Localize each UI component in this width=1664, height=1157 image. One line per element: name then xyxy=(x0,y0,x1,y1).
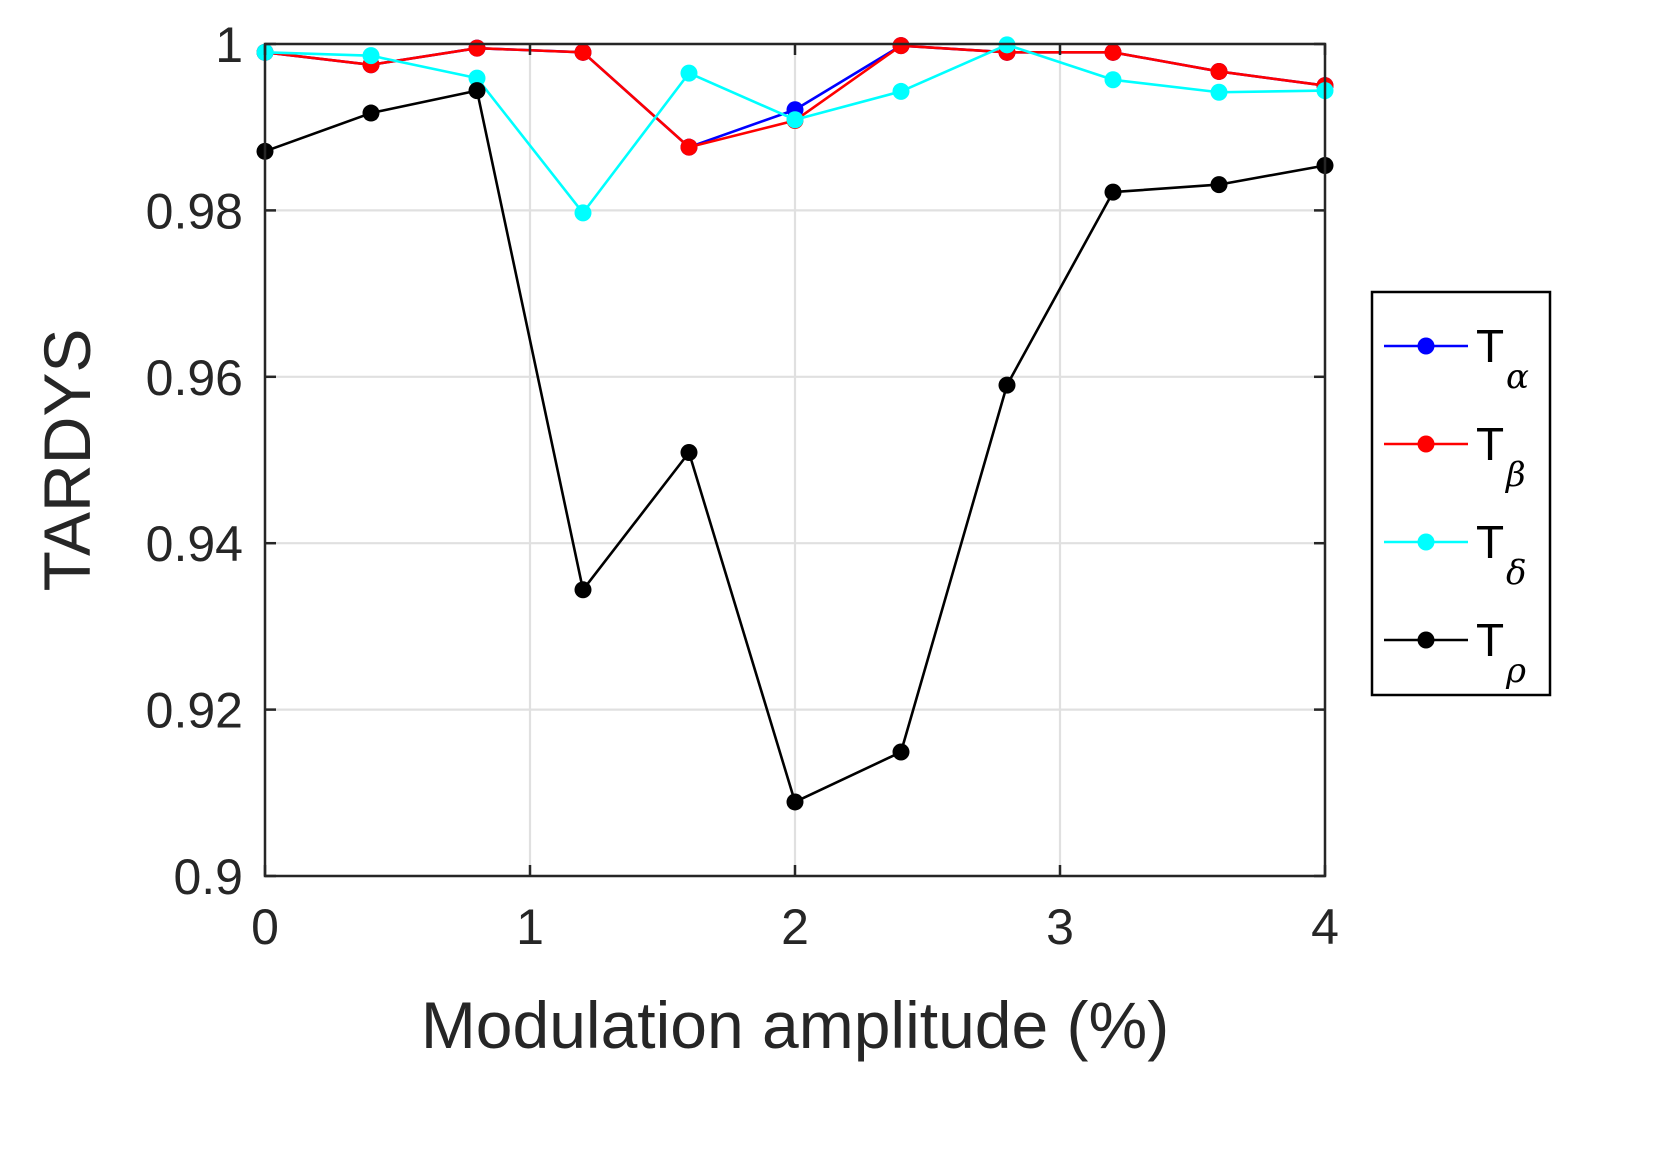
tick-labels: 0 1 2 3 4 0.9 0.92 0.94 0.96 0.98 1 xyxy=(146,17,1339,955)
data-point xyxy=(786,793,804,811)
y-tick-label: 0.94 xyxy=(146,516,243,572)
legend-item: Tα xyxy=(1384,320,1529,397)
data-point xyxy=(1104,71,1122,89)
data-point xyxy=(468,82,486,100)
data-point xyxy=(1104,183,1122,201)
data-point xyxy=(362,104,380,122)
data-point xyxy=(362,47,380,65)
y-axis-label: TARDYS xyxy=(30,329,104,592)
data-point xyxy=(892,743,910,761)
data-point xyxy=(574,204,592,222)
data-point xyxy=(468,69,486,87)
x-tick-label: 4 xyxy=(1311,899,1339,955)
y-tick-label: 0.92 xyxy=(146,683,243,739)
data-point xyxy=(1210,176,1228,194)
x-axis-label: Modulation amplitude (%) xyxy=(421,988,1169,1062)
legend-subscript: ρ xyxy=(1505,651,1526,691)
x-tick-label: 1 xyxy=(516,899,544,955)
legend-marker xyxy=(1417,435,1435,453)
x-tick-label: 2 xyxy=(781,899,809,955)
legend-subscript: β xyxy=(1504,455,1526,495)
data-point xyxy=(892,82,910,100)
data-point xyxy=(998,376,1016,394)
data-point xyxy=(468,39,486,57)
legend-label: T xyxy=(1476,516,1504,568)
y-tick-label: 0.96 xyxy=(146,350,243,406)
legend-label: T xyxy=(1476,614,1504,666)
legend-item: Tδ xyxy=(1384,516,1526,593)
legend-subscript: δ xyxy=(1506,553,1526,593)
y-tick-label: 1 xyxy=(215,17,243,73)
data-point xyxy=(680,444,698,462)
data-point xyxy=(574,43,592,61)
axis-ticks xyxy=(263,42,1327,878)
data-series xyxy=(256,36,1334,811)
series-3 xyxy=(256,36,1334,222)
legend-marker xyxy=(1417,631,1435,649)
y-tick-label: 0.98 xyxy=(146,183,243,239)
legend-subscript: α xyxy=(1506,357,1529,397)
legend-label: T xyxy=(1476,418,1504,470)
data-point xyxy=(1210,62,1228,80)
y-tick-label: 0.9 xyxy=(173,849,243,905)
x-tick-label: 0 xyxy=(251,899,279,955)
legend-item: Tρ xyxy=(1384,614,1526,691)
data-point xyxy=(680,64,698,82)
legend-marker xyxy=(1417,337,1435,355)
x-tick-label: 3 xyxy=(1046,899,1074,955)
data-point xyxy=(892,37,910,55)
data-point xyxy=(1104,43,1122,61)
data-point xyxy=(786,111,804,129)
data-point xyxy=(1210,83,1228,101)
legend-marker xyxy=(1417,533,1435,551)
data-point xyxy=(574,581,592,599)
legend-item: Tβ xyxy=(1384,418,1526,495)
legend-label: T xyxy=(1476,320,1504,372)
series-4 xyxy=(256,82,1334,811)
legend-box xyxy=(1370,290,1552,697)
data-point xyxy=(680,138,698,156)
